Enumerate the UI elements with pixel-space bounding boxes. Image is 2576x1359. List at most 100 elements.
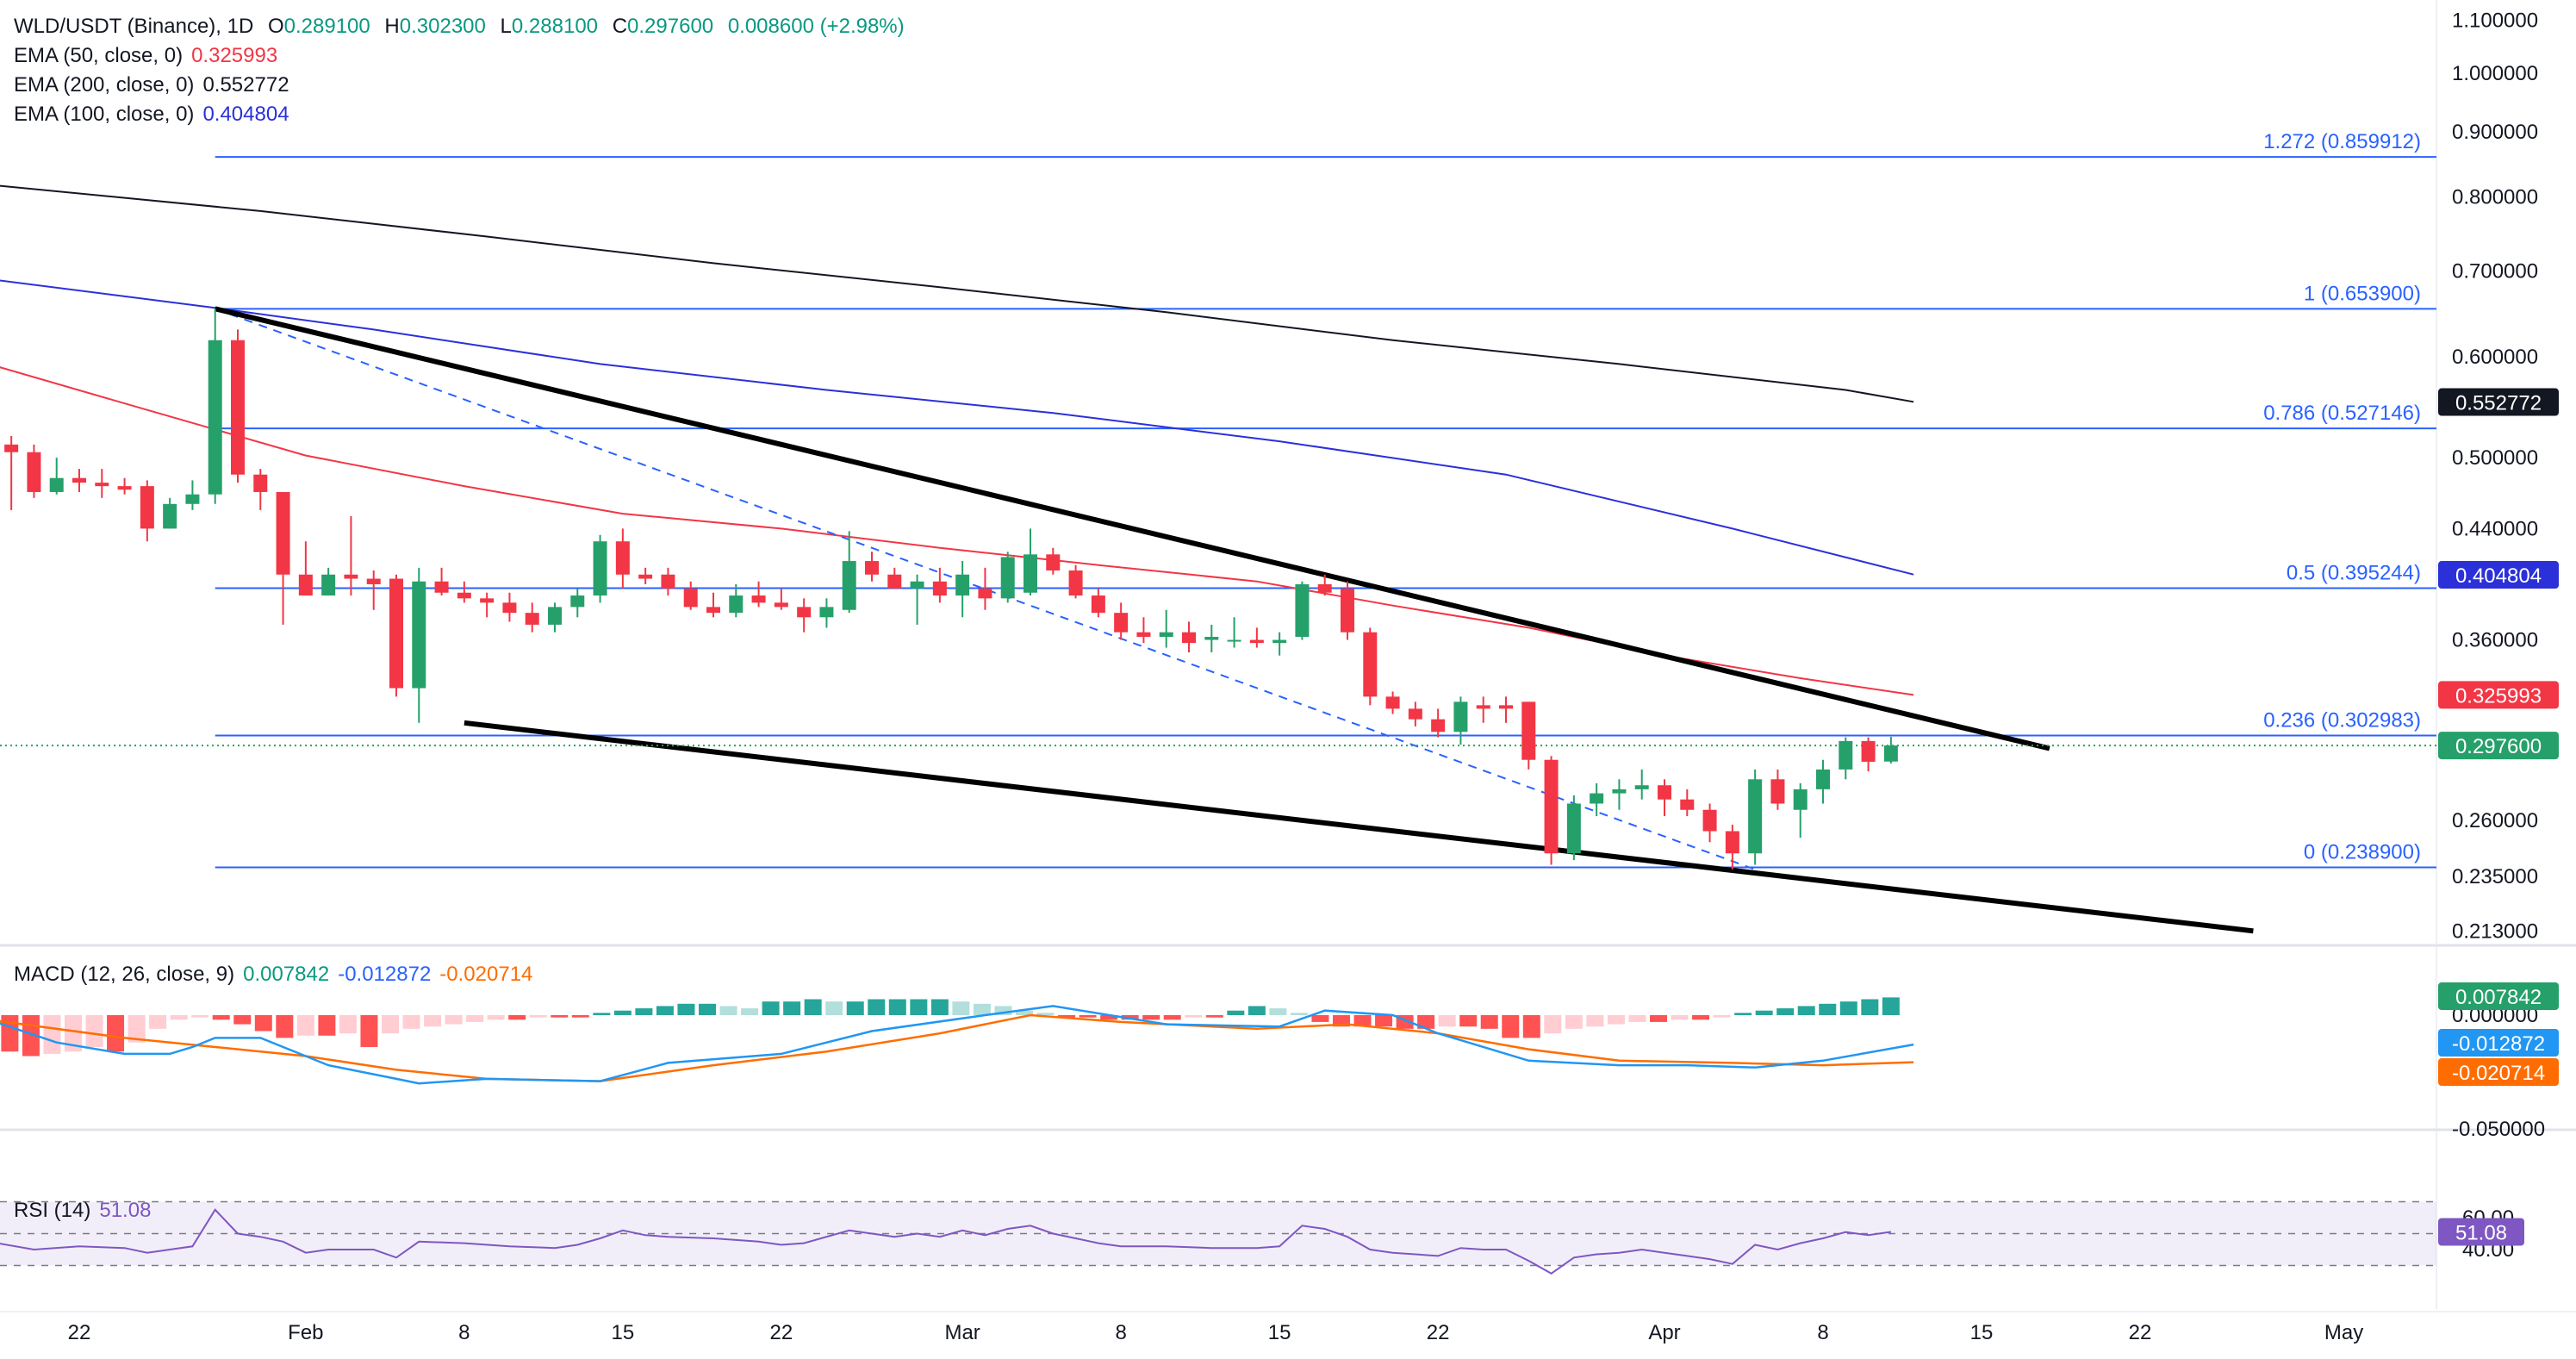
- macd-histogram-bar: [1438, 1015, 1456, 1027]
- candle-body: [1861, 740, 1876, 762]
- candle-body: [1363, 632, 1378, 697]
- candle-up: [49, 458, 64, 495]
- change-value: 0.008600 (+2.98%): [727, 15, 905, 38]
- macd-histogram-bar: [149, 1015, 167, 1029]
- candle-up: [1883, 736, 1898, 764]
- macd-histogram-bar: [825, 1001, 843, 1015]
- candle-body: [1883, 745, 1898, 762]
- price-badge-label: 0.325993: [2455, 684, 2542, 708]
- candle-down: [887, 567, 902, 589]
- candle-body: [1182, 632, 1196, 644]
- candle-down: [706, 592, 720, 618]
- candle-body: [1634, 785, 1649, 789]
- candle-up: [910, 574, 924, 625]
- macd-histogram-bar: [1755, 1010, 1773, 1015]
- macd-histogram-bar: [868, 999, 886, 1015]
- candle-body: [978, 588, 992, 599]
- macd-line: [0, 1005, 1914, 1085]
- candle-body: [570, 595, 585, 608]
- macd-histogram-bar: [613, 1010, 632, 1015]
- macd-histogram-bar: [593, 1013, 611, 1015]
- macd-histogram-bar: [1628, 1015, 1646, 1022]
- candle-down: [751, 581, 766, 608]
- high-value: 0.302300: [399, 15, 486, 38]
- macd-histogram-bar: [551, 1015, 569, 1018]
- macd-histogram-bar: [1839, 1001, 1857, 1015]
- candle-body: [1544, 759, 1559, 854]
- candle-body: [525, 613, 539, 625]
- ema50-label: EMA (50, close, 0): [14, 44, 184, 67]
- candle-body: [1453, 701, 1468, 732]
- legend-row-ema100[interactable]: EMA (100, close, 0) 0.404804: [14, 100, 922, 129]
- candle-body: [163, 503, 177, 529]
- candle-down: [1341, 581, 1354, 640]
- macd-histogram-bar: [1100, 1015, 1118, 1020]
- candle-up: [570, 588, 585, 618]
- candle-body: [1295, 583, 1310, 637]
- candle-up: [208, 309, 222, 504]
- candle-down: [797, 598, 812, 633]
- candle-down: [27, 444, 41, 498]
- time-tick-label: 8: [458, 1321, 470, 1344]
- close-label: C: [612, 15, 628, 38]
- candle-body: [1793, 789, 1808, 810]
- candle-up: [1000, 552, 1015, 603]
- candle-body: [140, 486, 154, 529]
- candle-up: [1566, 795, 1581, 861]
- price-tick-label: 1.100000: [2452, 9, 2538, 33]
- candle-body: [819, 607, 834, 618]
- rsi-label: RSI (14): [14, 1199, 91, 1222]
- rsi-badge: [2438, 1218, 2524, 1246]
- candle-down: [480, 592, 495, 618]
- rsi-line: [0, 1208, 1892, 1275]
- macd-histogram-bar: [128, 1015, 146, 1043]
- candle-down: [978, 567, 992, 610]
- candle-body: [1499, 705, 1513, 709]
- candle-body: [1204, 636, 1219, 640]
- candle-down: [502, 592, 517, 622]
- low-value: 0.288100: [511, 15, 599, 38]
- macd-histogram-bar: [1692, 1015, 1710, 1020]
- candle-up: [842, 531, 856, 614]
- macd-histogram-bar: [339, 1015, 357, 1034]
- price-legend: WLD/USDT (Binance), 1D O0.289100 H0.3023…: [14, 12, 922, 129]
- candle-down: [1046, 547, 1061, 575]
- price-tick-label: 0.900000: [2452, 121, 2538, 144]
- candle-down: [1317, 574, 1332, 596]
- candle-down: [1861, 737, 1876, 772]
- candle-up: [955, 561, 970, 618]
- candle-down: [1363, 627, 1378, 706]
- macd-label: MACD (12, 26, close, 9): [14, 963, 235, 986]
- fib-level-label: 1 (0.653900): [2304, 282, 2421, 305]
- rsi-legend[interactable]: RSI (14) 51.08: [14, 1196, 159, 1225]
- macd-histogram-bar: [1776, 1008, 1795, 1015]
- macd-legend[interactable]: MACD (12, 26, close, 9) 0.007842 -0.012872…: [14, 960, 541, 989]
- candle-body: [1024, 554, 1037, 593]
- ema50-value: 0.325993: [191, 44, 278, 67]
- macd-histogram-bar: [1882, 997, 1900, 1015]
- legend-row-ema200[interactable]: EMA (200, close, 0) 0.552772: [14, 71, 922, 100]
- candle-body: [95, 483, 109, 487]
- legend-row-ema50[interactable]: EMA (50, close, 0) 0.325993: [14, 41, 922, 71]
- candle-down: [865, 552, 879, 582]
- candle-up: [1793, 782, 1808, 838]
- macd-hist-badge-label: 0.007842: [2455, 986, 2542, 1009]
- macd-histogram-bar: [276, 1015, 294, 1038]
- macd-histogram-bar: [741, 1008, 759, 1015]
- macd-histogram-bar: [677, 1003, 695, 1015]
- candle-body: [797, 607, 812, 618]
- candle-up: [1590, 782, 1604, 817]
- rsi-value: 51.08: [99, 1199, 152, 1222]
- macd-signal-badge: [2438, 1058, 2559, 1086]
- candle-up: [1453, 696, 1468, 745]
- candle-body: [1385, 696, 1400, 709]
- candle-down: [366, 570, 381, 610]
- candle-body: [1000, 557, 1015, 599]
- candle-down: [1431, 708, 1446, 738]
- macd-histogram-bar: [1861, 999, 1879, 1015]
- candle-down: [4, 435, 19, 510]
- symbol-title[interactable]: WLD/USDT (Binance), 1D: [14, 15, 254, 38]
- open-label: O: [267, 15, 284, 38]
